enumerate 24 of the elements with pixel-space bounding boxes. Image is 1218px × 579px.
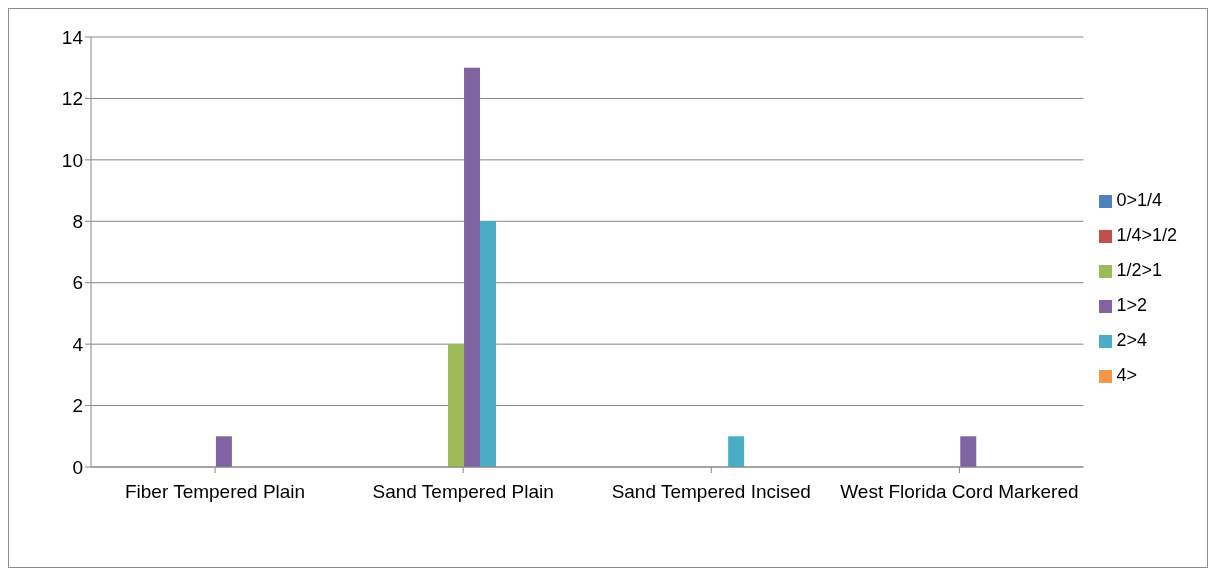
legend-label: 2>4 [1116, 330, 1147, 350]
legend-label: 1/4>1/2 [1116, 225, 1177, 245]
bar [215, 436, 232, 467]
y-tick-label: 8 [72, 211, 83, 233]
y-tick-label: 10 [61, 149, 83, 171]
x-tick-label: Sand Tempered Incised [611, 481, 811, 503]
legend-label: 1>2 [1116, 295, 1147, 315]
bar [960, 436, 977, 467]
legend-label: 1/2>1 [1116, 260, 1162, 280]
bar [728, 436, 745, 467]
x-tick-label: Fiber Tempered Plain [124, 481, 306, 503]
x-tick-label: West Florida Cord Markered [840, 481, 1079, 503]
bar [448, 344, 465, 467]
y-tick-label: 12 [61, 88, 83, 110]
y-tick-label: 2 [72, 395, 83, 417]
y-tick-label: 14 [61, 26, 84, 48]
bar [464, 67, 481, 467]
x-tick-label: Sand Tempered Plain [372, 481, 554, 503]
y-tick-label: 6 [72, 272, 83, 294]
y-tick-label: 0 [72, 456, 83, 478]
legend-label: 0>1/4 [1116, 190, 1162, 210]
bar [480, 221, 497, 467]
legend-label: 4> [1116, 365, 1137, 385]
y-tick-label: 4 [72, 333, 84, 355]
